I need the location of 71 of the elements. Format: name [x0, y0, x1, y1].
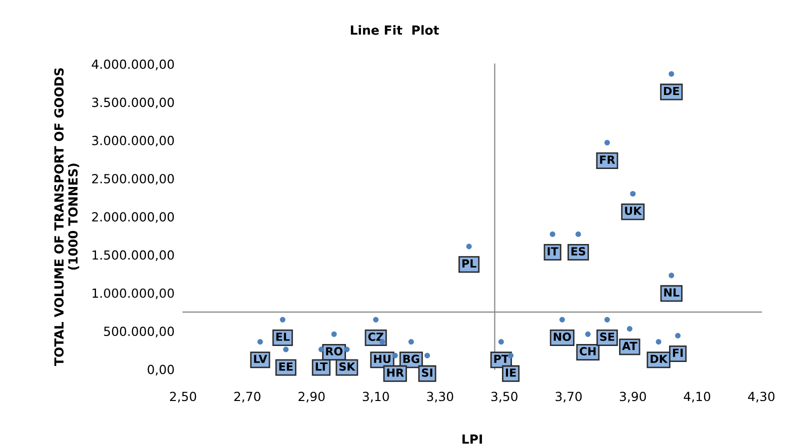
point	[373, 316, 379, 322]
annotation: LV	[254, 354, 268, 363]
x-tick-label: 3,50	[491, 392, 518, 402]
y-tick-label: 3.500.000,00	[92, 98, 174, 108]
annotation: SK	[339, 362, 356, 371]
point	[283, 346, 289, 352]
annotation: DK	[650, 354, 668, 363]
x-tick-label: 2,90	[298, 392, 325, 402]
point	[626, 326, 632, 332]
y-tick-label: 0,00	[148, 364, 174, 376]
point	[559, 316, 565, 322]
point	[550, 231, 556, 237]
point	[280, 316, 286, 322]
annotation: NL	[664, 288, 680, 297]
x-axis-title: LPI	[462, 434, 482, 444]
annotation: EE	[279, 362, 293, 371]
y-tick-label: 500.000,00	[104, 326, 174, 338]
y-tick-label: 4.000.000,00	[92, 59, 174, 70]
y-tick-label: 1.000.000,00	[92, 288, 174, 300]
point	[344, 346, 350, 352]
annotation: HU	[374, 354, 390, 364]
x-tick-label: 3,30	[427, 392, 454, 402]
annotation: EL	[276, 332, 290, 341]
point	[668, 272, 674, 278]
point	[668, 71, 674, 77]
x-tick-label: 4,30	[748, 392, 774, 402]
annotation: FI	[673, 348, 683, 357]
annotation: CH	[580, 347, 596, 356]
annotation: AT	[622, 342, 638, 350]
annotation: RO	[326, 347, 342, 356]
point	[424, 352, 430, 358]
point	[392, 352, 398, 358]
point	[630, 190, 636, 197]
annotation: IE	[506, 368, 516, 377]
point	[466, 244, 472, 250]
y-tick-label: 1.500.000,00	[92, 250, 174, 262]
point	[604, 316, 610, 322]
point	[331, 331, 337, 337]
point	[656, 339, 662, 345]
x-tick-label: 4,10	[684, 392, 710, 402]
annotation: LT	[316, 362, 328, 371]
annotation: FR	[600, 156, 616, 164]
point	[408, 339, 414, 345]
annotation: ES	[571, 247, 586, 256]
x-tick-label: 2,50	[170, 392, 196, 402]
annotation: DE	[664, 86, 680, 96]
x-tick-label: 3,90	[620, 392, 646, 402]
annotation: NO	[554, 332, 571, 341]
annotation: UK	[625, 206, 642, 216]
y-tick-label: 2.500.000,00	[92, 174, 174, 185]
point	[604, 140, 610, 146]
point	[585, 331, 591, 337]
y-tick-label: 2.000.000,00	[92, 212, 174, 223]
annotation: SI	[422, 368, 432, 377]
annotation: SE	[600, 332, 614, 341]
point	[318, 346, 324, 352]
point	[257, 339, 263, 345]
x-tick-label: 3,70	[556, 392, 582, 402]
annotation: HR	[387, 368, 404, 377]
annotation: PL	[462, 259, 476, 268]
y-axis-title: TOTAL VOLUME OF TRANSPORT OF GOODS (1000 TONNES)	[54, 68, 80, 366]
annotation: IT	[548, 247, 558, 256]
point	[498, 339, 504, 345]
x-tick-label: 3,10	[362, 392, 389, 402]
annotation: BG	[403, 354, 420, 364]
point	[575, 231, 582, 237]
point	[675, 332, 681, 338]
annotation: PT	[494, 354, 509, 363]
chart-title: Line Fit Plot	[350, 25, 439, 35]
x-tick-label: 2,70	[234, 392, 260, 402]
y-tick-label: 3.000.000,00	[92, 136, 174, 147]
